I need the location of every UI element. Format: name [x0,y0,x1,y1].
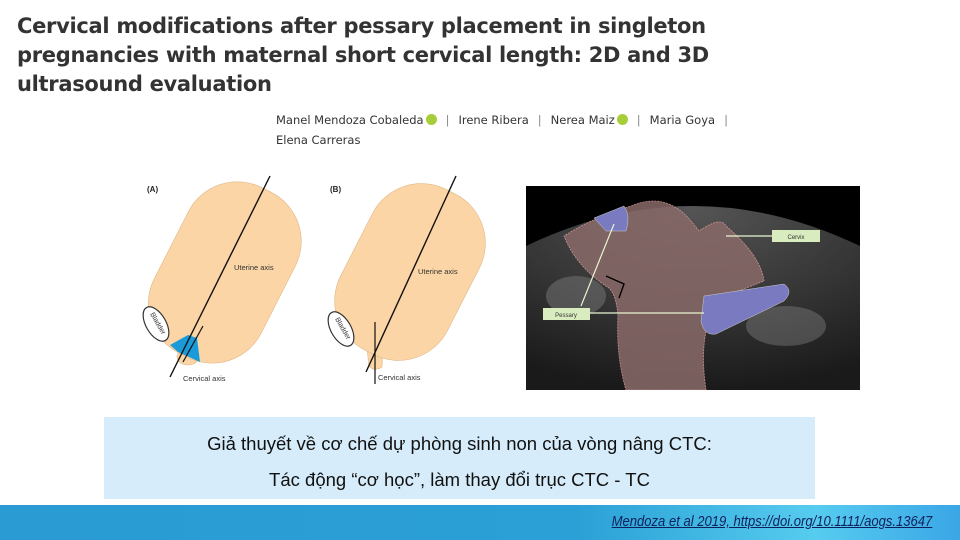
panel-b: (B) Bladder Uterine axis Cervical axis [327,175,486,384]
author[interactable]: Maria Goya [649,113,716,127]
cervix-callout [772,230,820,242]
orcid-icon[interactable] [616,114,628,125]
footer-band: Mendoza et al 2019, https://doi.org/10.1… [0,505,960,540]
hypothesis-box: Giả thuyết về cơ chế dự phòng sinh non c… [104,417,815,499]
pessary-callout [543,308,590,320]
uterine-axis-line [169,175,271,378]
uterine-axis-label: Uterine axis [234,263,274,272]
author[interactable]: Irene Ribera [458,113,529,127]
panel-b-label: (B) [330,185,341,194]
citation-link[interactable]: Mendoza et al 2019, https://doi.org/10.1… [611,514,932,530]
cervical-axis-line [182,325,204,363]
author[interactable]: Elena Carreras [276,133,361,147]
pessary-label: Pessary [555,313,577,319]
hypothesis-line-1: Giả thuyết về cơ chế dự phòng sinh non c… [207,433,712,454]
cervical-axis-label: Cervical axis [378,373,421,382]
orcid-icon[interactable] [425,114,437,125]
cervical-axis-label: Cervical axis [183,374,226,383]
hypothesis-line-2: Tác động “cơ học”, làm thay đổi trục CTC… [269,469,650,490]
paper-title: Cervical modifications after pessary pla… [17,14,709,96]
author[interactable]: Nerea Maiz [550,113,615,127]
uterine-axis-line [365,175,457,373]
ultrasound-image: Pessary Cervix [526,186,860,390]
cervix-label: Cervix [787,235,804,241]
panel-a-label: (A) [147,185,158,194]
author[interactable]: Manel Mendoza Cobaleda [276,113,424,127]
uterine-axis-label: Uterine axis [418,267,458,276]
author-list: Manel Mendoza Cobaleda | Irene Ribera | Nere… [276,113,728,147]
pessary-shape [170,335,200,362]
panel-a: (A) Bladder Uterine axis Cervical axis [142,175,302,383]
uterus-diagram: (A) Bladder Uterine axis Cervical axis (… [142,175,486,384]
